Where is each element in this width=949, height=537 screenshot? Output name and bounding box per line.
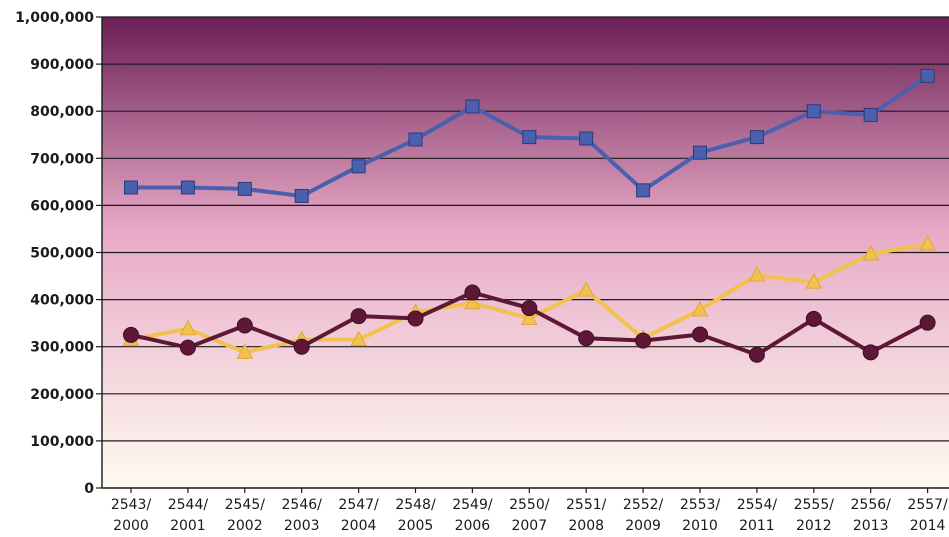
x-tick-label-line2: 2007 (511, 518, 547, 534)
x-tick-label: 2543/2000 (111, 497, 152, 534)
data-point-circle (920, 315, 935, 330)
data-point-square (466, 100, 479, 113)
x-tick-label-line1: 2554/ (737, 497, 778, 513)
y-tick-label: 400,000 (30, 293, 94, 309)
y-tick-label: 700,000 (30, 151, 94, 167)
data-point-square (637, 184, 650, 197)
data-point-square (181, 181, 194, 194)
x-tick-label-line1: 2553/ (680, 497, 721, 513)
data-point-circle (522, 301, 537, 316)
data-point-square (523, 131, 536, 144)
x-tick-label: 2544/2001 (168, 497, 209, 534)
data-point-circle (806, 311, 821, 326)
data-point-square (807, 105, 820, 118)
y-tick-label: 0 (84, 481, 94, 497)
data-point-square (580, 132, 593, 145)
x-tick-label-line1: 2547/ (338, 497, 379, 513)
data-point-circle (693, 327, 708, 342)
x-tick-label: 2555/2012 (794, 497, 835, 534)
data-point-square (125, 181, 138, 194)
x-tick-label: 2553/2010 (680, 497, 721, 534)
data-point-circle (863, 345, 878, 360)
data-point-square (694, 146, 707, 159)
x-tick-label-line1: 2548/ (395, 497, 436, 513)
data-point-circle (636, 333, 651, 348)
x-tick-label-line2: 2005 (398, 518, 434, 534)
data-point-square (409, 133, 422, 146)
data-point-circle (351, 309, 366, 324)
x-tick-label-line1: 2546/ (282, 497, 323, 513)
x-tick-label: 2548/2005 (395, 497, 436, 534)
x-tick-label: 2551/2008 (566, 497, 607, 534)
x-tick-label-line2: 2014 (910, 518, 946, 534)
x-tick-label-line2: 2002 (227, 518, 263, 534)
y-axis-ticks: 0 100,000 200,000 300,000 400,000 500,000 600,… (15, 10, 94, 497)
x-tick-label-line1: 2544/ (168, 497, 209, 513)
x-tick-label-line1: 2545/ (225, 497, 266, 513)
x-tick-label-line2: 2009 (625, 518, 661, 534)
x-tick-label-line2: 2013 (853, 518, 889, 534)
y-tick-label: 100,000 (30, 434, 94, 450)
x-tick-label-line2: 2000 (113, 518, 149, 534)
data-point-circle (180, 340, 195, 355)
x-tick-label-line2: 2006 (455, 518, 491, 534)
x-axis-ticks: 2543/2000 2544/2001 2545/2002 2546/2003 2547… (111, 497, 948, 534)
data-point-circle (294, 339, 309, 354)
x-tick-label-line2: 2003 (284, 518, 320, 534)
x-tick-label-line1: 2550/ (509, 497, 550, 513)
x-tick-label-line1: 2555/ (794, 497, 835, 513)
data-point-circle (579, 331, 594, 346)
data-point-circle (749, 347, 764, 362)
x-tick-label-line1: 2557/ (907, 497, 948, 513)
x-tick-label-line2: 2004 (341, 518, 377, 534)
data-point-square (238, 182, 251, 195)
data-point-square (921, 69, 934, 82)
data-point-square (864, 108, 877, 121)
x-tick-label: 2556/2013 (851, 497, 892, 534)
y-tick-label: 600,000 (30, 198, 94, 214)
y-tick-label: 800,000 (30, 104, 94, 120)
x-tick-label: 2546/2003 (282, 497, 323, 534)
data-point-circle (237, 318, 252, 333)
x-tick-label-line1: 2552/ (623, 497, 664, 513)
data-point-square (352, 160, 365, 173)
x-tick-label-line1: 2551/ (566, 497, 607, 513)
x-tick-label: 2545/2002 (225, 497, 266, 534)
y-tick-label: 200,000 (30, 387, 94, 403)
x-tick-label: 2554/2011 (737, 497, 778, 534)
x-tick-label: 2550/2007 (509, 497, 550, 534)
x-tick-label-line2: 2008 (568, 518, 604, 534)
x-tick-label-line1: 2543/ (111, 497, 152, 513)
x-tick-label-line2: 2012 (796, 518, 832, 534)
x-tick-label: 2552/2009 (623, 497, 664, 534)
x-tick-label: 2549/2006 (452, 497, 493, 534)
data-point-circle (124, 327, 139, 342)
x-tick-label-line2: 2010 (682, 518, 718, 534)
x-tick-label: 2557/2014 (907, 497, 948, 534)
data-point-square (295, 189, 308, 202)
data-point-circle (465, 285, 480, 300)
y-tick-label: 500,000 (30, 246, 94, 262)
data-point-circle (408, 311, 423, 326)
y-tick-label: 900,000 (30, 57, 94, 73)
data-point-square (750, 131, 763, 144)
x-tick-label: 2547/2004 (338, 497, 379, 534)
x-tick-label-line1: 2549/ (452, 497, 493, 513)
x-tick-label-line2: 2011 (739, 518, 775, 534)
y-tick-label: 300,000 (30, 340, 94, 356)
x-tick-label-line1: 2556/ (851, 497, 892, 513)
y-tick-label: 1,000,000 (15, 10, 94, 26)
x-tick-label-line2: 2001 (170, 518, 206, 534)
